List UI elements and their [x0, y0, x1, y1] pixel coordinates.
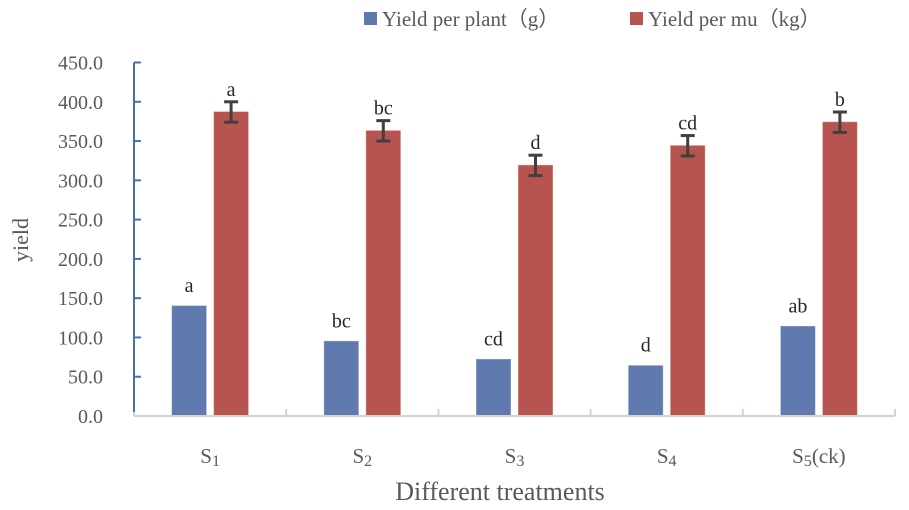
y-tick-label: 200.0: [58, 249, 103, 271]
bar-yield-per-mu[interactable]: [213, 111, 249, 417]
significance-label: bc: [374, 98, 393, 120]
bar-yield-per-plant[interactable]: [171, 305, 207, 417]
significance-label: bc: [332, 310, 351, 332]
significance-label: cd: [678, 113, 697, 135]
x-tick-label: S1: [200, 444, 220, 470]
y-tick-label: 150.0: [58, 288, 103, 310]
significance-label: d: [641, 335, 651, 357]
y-tick-label: 100.0: [58, 327, 103, 349]
y-tick-label: 50.0: [68, 367, 103, 389]
y-tick-label: 350.0: [58, 131, 103, 153]
error-bar: [680, 134, 695, 158]
x-tick-label: S4: [657, 444, 677, 470]
category-group: d cd: [628, 113, 706, 417]
bar-yield-per-mu[interactable]: [365, 130, 401, 417]
legend: Yield per plant（g） Yield per mu（kg）: [364, 7, 821, 31]
error-bar: [528, 153, 543, 178]
x-tick-label: S3: [505, 444, 525, 470]
y-tick-label: 250.0: [58, 210, 103, 232]
y-axis-title: yield: [8, 218, 33, 262]
x-axis-labels: S1 S2 S3 S4 S5(ck): [200, 444, 845, 470]
bar-yield-per-plant[interactable]: [780, 325, 816, 417]
bar-yield-per-mu[interactable]: [518, 164, 553, 417]
category-group: cd d: [476, 132, 553, 417]
axes: [133, 62, 896, 417]
y-axis-ticks: 0.0 50.0 100.0 150.0 200.0 250.0 300.0 350.0 400…: [58, 53, 141, 428]
bar-yield-per-mu[interactable]: [670, 145, 706, 417]
bar-yield-per-mu[interactable]: [822, 121, 858, 417]
x-tick-label: S2: [352, 444, 372, 470]
legend-swatch-yield-per-mu: [630, 12, 643, 25]
significance-label: a: [185, 275, 194, 297]
y-tick-label: 0.0: [78, 406, 103, 428]
error-bar: [224, 100, 239, 124]
significance-label: cd: [484, 328, 503, 350]
y-tick-label: 450.0: [58, 53, 103, 75]
x-tick-label: S5(ck): [792, 444, 846, 470]
legend-label-yield-per-mu: Yield per mu（kg）: [648, 7, 821, 31]
legend-swatch-yield-per-plant: [364, 12, 377, 25]
category-group: bc bc: [323, 98, 401, 417]
bar-yield-per-plant[interactable]: [323, 340, 359, 417]
y-tick-label: 400.0: [58, 92, 103, 114]
legend-label-yield-per-plant: Yield per plant（g）: [382, 7, 559, 31]
category-group: aa: [171, 79, 249, 417]
legend-item-yield-per-mu[interactable]: Yield per mu（kg）: [630, 7, 821, 31]
x-axis-title: Different treatments: [395, 477, 605, 506]
bar-yield-per-plant[interactable]: [476, 358, 511, 417]
significance-label: a: [227, 79, 236, 101]
significance-label: b: [835, 89, 845, 111]
error-bar: [376, 119, 391, 143]
legend-item-yield-per-plant[interactable]: Yield per plant（g）: [364, 7, 559, 31]
y-tick-label: 300.0: [58, 170, 103, 192]
significance-label: d: [531, 132, 541, 154]
bar-yield-per-plant[interactable]: [628, 365, 664, 417]
error-bar: [832, 110, 847, 134]
significance-label: ab: [788, 295, 807, 317]
category-group: ab b: [780, 89, 858, 417]
